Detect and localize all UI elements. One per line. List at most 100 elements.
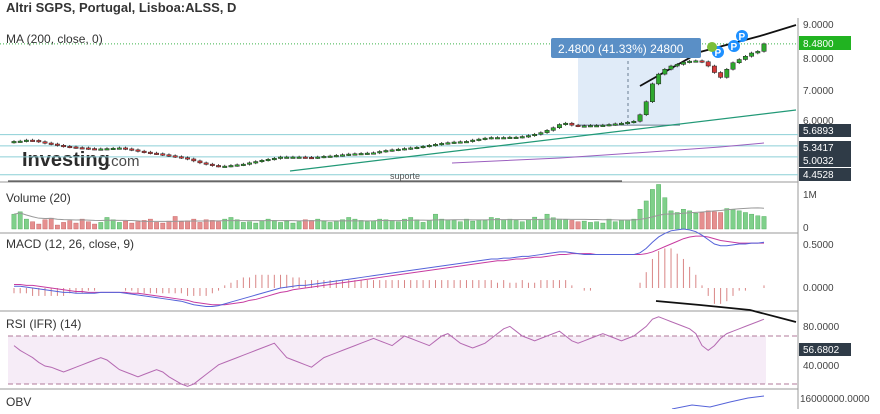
candle [315,156,321,159]
volume-bar [209,220,215,230]
volume-bar [271,220,277,230]
macd-tick-05: 0.5000 [803,240,834,251]
volume-ma-line [13,207,765,222]
candle [476,138,482,141]
volume-bar [333,221,339,230]
volume-bar [166,220,172,230]
candle [209,163,215,166]
trend-line [289,109,797,172]
candle [321,156,327,159]
obv-label[interactable]: OBV [6,395,31,409]
candle [420,146,426,149]
ma-study-label[interactable]: MA (200, close, 0) [6,32,103,46]
volume-bar [185,220,190,230]
volume-bar [594,221,600,230]
volume-bar [11,213,17,230]
candle [197,160,203,164]
volume-bar [563,219,569,230]
p-marker-text: P [739,32,746,43]
volume-bar [234,219,240,230]
candle [693,60,699,63]
candle [761,43,767,52]
volume-bar [650,189,655,230]
volume-bar [172,216,178,230]
candle [519,136,525,139]
candle [123,147,128,150]
volume-bar [532,216,538,230]
level-tag-4: 4.4528 [803,170,834,181]
volume-bar [495,218,500,230]
measure-label-box[interactable]: 2.4800 (41.33%) 24800 [551,38,701,58]
volume-bar [569,220,575,230]
volume-bar [538,218,544,230]
candle [185,157,190,160]
volume-bar [681,208,686,230]
candle [563,122,569,125]
rsi-panel [8,316,798,387]
candle [327,155,333,158]
volume-bar [736,210,742,230]
candle [67,146,73,149]
candle [98,148,104,151]
logo-text: Investing [22,149,110,171]
candle [718,72,724,78]
p-marker-text: P [715,48,722,59]
candle [749,52,755,57]
candle [426,145,432,148]
volume-bar [414,219,420,230]
candle [711,65,717,73]
candle [36,140,42,143]
macd-label[interactable]: MACD (12, 26, close, 9) [6,237,134,251]
candle [730,62,736,70]
volume-bar [247,221,252,230]
volume-bar [507,218,513,230]
candle [129,148,135,151]
volume-bar [451,220,457,230]
candle [414,147,420,149]
candle [147,151,153,154]
volume-bar [699,212,705,230]
volume-bar [141,220,147,230]
volume-bar [129,222,135,230]
volume-bar [433,213,438,230]
candle [302,156,308,159]
candle [544,130,550,133]
volume-bar [612,221,618,230]
candle [85,147,91,150]
candle [637,114,643,122]
volume-bar [222,218,228,230]
candle [228,165,234,168]
volume-axis: 1M 0 [803,190,817,234]
candle [550,127,556,131]
volume-bar [67,220,73,230]
candle [445,142,451,145]
candle [588,125,593,128]
candle [247,162,252,165]
candle [23,139,29,142]
candle [333,155,339,158]
macd-tick-0: 0.0000 [803,283,834,294]
candle [61,145,67,148]
support-label: suporte [390,171,420,181]
volume-bar [327,222,333,230]
macd-signal-line [14,235,764,306]
candle [656,73,662,85]
candle [104,148,110,151]
volume-bar [402,218,407,230]
volume-bar [395,221,401,230]
volume-bar [265,218,271,230]
candle [92,148,97,151]
volume-bar [36,223,42,230]
candle [687,60,693,63]
volume-bar [123,220,128,230]
candle [259,160,265,162]
rsi-label[interactable]: RSI (IFR) (14) [6,317,81,331]
volume-bar [117,222,122,230]
volume-label[interactable]: Volume (20) [6,191,71,205]
long-ma-line [451,142,765,164]
candle [141,150,147,153]
candle [48,142,54,145]
volume-bar [513,220,519,230]
rsi-axis: 80.0000 40.0000 56.6802 [799,322,851,372]
